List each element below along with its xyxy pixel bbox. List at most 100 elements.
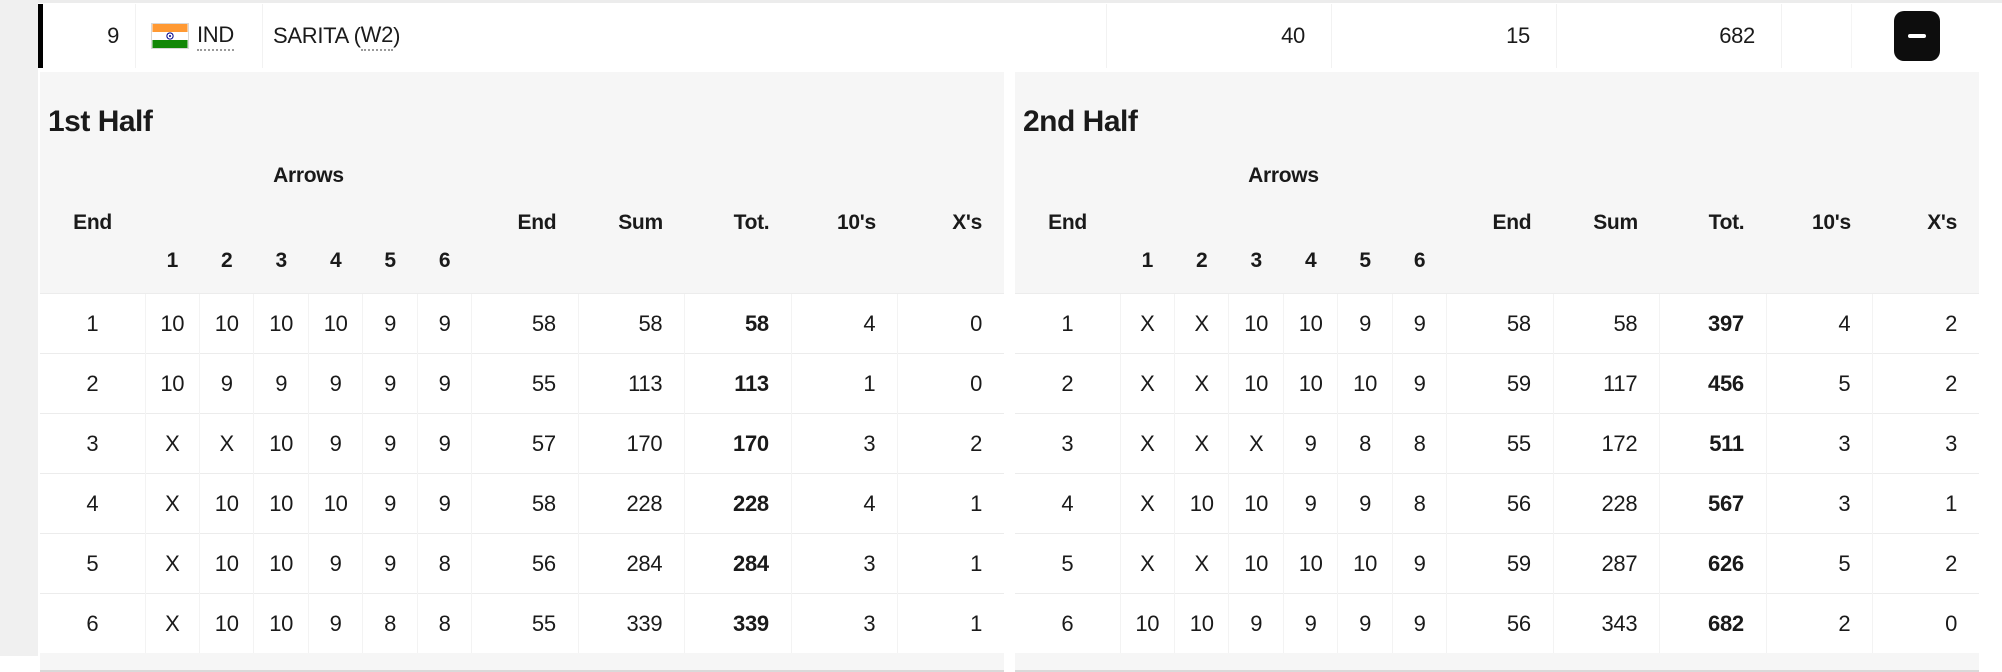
arrow-5: 9 <box>362 293 418 354</box>
tens-count: 3 <box>790 413 898 474</box>
score-row: 3 X X X 9 8 8 55 172 511 3 3 <box>1015 413 1979 474</box>
arrow-3: 10 <box>1228 533 1284 594</box>
sum: 343 <box>1552 593 1660 653</box>
end-number: 3 <box>40 413 146 474</box>
athlete-name-text: SARITA ( <box>273 23 361 48</box>
arrow-2: 9 <box>199 353 254 414</box>
col-header-arrow-1: 1 <box>166 249 179 272</box>
arrow-3: 10 <box>1228 353 1284 414</box>
sum: 170 <box>577 413 685 474</box>
col-header-arrow-3: 3 <box>275 249 288 272</box>
athlete-name-suffix: ) <box>393 23 401 48</box>
arrow-2: 10 <box>1174 593 1229 653</box>
end-score: 55 <box>471 593 579 653</box>
arrow-6: 8 <box>1391 473 1447 534</box>
arrow-3: 9 <box>1228 593 1284 653</box>
tens-count: 4 <box>1765 293 1873 354</box>
arrow-5: 9 <box>362 473 418 534</box>
col-header-arrow-4: 4 <box>1304 249 1317 272</box>
arrow-6: 9 <box>1391 593 1447 653</box>
arrow-3: 10 <box>253 533 309 594</box>
score-detail-panels: 1st Half End Arrows End Sum Tot. 10's X'… <box>40 72 1979 672</box>
arrow-4: 9 <box>1282 593 1338 653</box>
score-row: 5 X 10 10 9 9 8 56 284 284 3 1 <box>40 533 1004 594</box>
arrow-3: 10 <box>253 593 309 653</box>
arrow-6: 9 <box>1391 533 1447 594</box>
end-number: 4 <box>40 473 146 534</box>
x-count: 0 <box>897 293 1004 354</box>
col-header-arrow-1: 1 <box>1141 249 1154 272</box>
col-header-arrows: Arrows <box>1248 164 1319 187</box>
arrow-1: X <box>1119 413 1175 474</box>
col-header-end: End <box>73 210 112 234</box>
col-header-arrow-2: 2 <box>1196 249 1208 272</box>
col-header-total: Tot. <box>1708 210 1745 234</box>
half-2-panel: 2nd Half End Arrows End Sum Tot. 10's X'… <box>1015 72 1979 672</box>
end-score: 58 <box>471 473 579 534</box>
col-header-xs: X's <box>1927 210 1957 234</box>
running-total: 58 <box>684 293 792 354</box>
arrow-4: 10 <box>1282 533 1338 594</box>
col-header-xs: X's <box>952 210 982 234</box>
arrow-5: 9 <box>362 353 418 414</box>
running-total: 682 <box>1659 593 1767 653</box>
col-header-tens: 10's <box>1812 210 1851 234</box>
score-row: 1 10 10 10 10 9 9 58 58 58 4 0 <box>40 293 1004 354</box>
end-score: 56 <box>471 533 579 594</box>
arrow-5: 9 <box>362 533 418 594</box>
x-count: 2 <box>1872 533 1979 594</box>
arrow-1: X <box>1119 293 1175 354</box>
end-number: 6 <box>1015 593 1121 653</box>
athlete-summary-row[interactable]: 9 IND SARITA (W2) 40 15 682 <box>38 4 1981 68</box>
running-total: 113 <box>684 353 792 414</box>
arrow-1: 10 <box>144 353 200 414</box>
running-total: 626 <box>1659 533 1767 594</box>
arrow-1: 10 <box>1119 593 1175 653</box>
half-title: 1st Half <box>48 105 153 138</box>
col-header-arrow-6: 6 <box>1413 249 1426 272</box>
x-count: 2 <box>897 413 1004 474</box>
score-row: 1 X X 10 10 9 9 58 58 397 4 2 <box>1015 293 1979 354</box>
tens-count: 4 <box>790 473 898 534</box>
arrow-1: X <box>144 413 200 474</box>
arrow-1: X <box>144 593 200 653</box>
end-score: 59 <box>1446 533 1554 594</box>
score-total: 682 <box>1556 4 1781 68</box>
arrow-1: X <box>1119 353 1175 414</box>
collapse-row-button[interactable] <box>1893 11 1940 61</box>
col-header-sum: Sum <box>618 210 663 234</box>
col-header-arrow-5: 5 <box>1359 249 1371 272</box>
arrow-5: 9 <box>362 413 418 474</box>
col-header-total: Tot. <box>733 210 770 234</box>
x-count: 2 <box>1872 353 1979 414</box>
x-count: 1 <box>1872 473 1979 534</box>
arrow-2: 10 <box>199 293 254 354</box>
score-row: 3 X X 10 9 9 9 57 170 170 3 2 <box>40 413 1004 474</box>
tens-count: 3 <box>1765 473 1873 534</box>
arrow-3: 10 <box>1228 473 1284 534</box>
arrow-6: 8 <box>1391 413 1447 474</box>
col-header-end-score: End <box>1492 210 1532 234</box>
score-row: 6 X 10 10 9 8 8 55 339 339 3 1 <box>40 593 1004 653</box>
col-header-end: End <box>1048 210 1087 234</box>
arrow-5: 10 <box>1337 353 1393 414</box>
arrow-4: 10 <box>1282 293 1338 354</box>
arrow-6: 9 <box>416 293 472 354</box>
sum: 58 <box>577 293 685 354</box>
col-header-sum: Sum <box>1593 210 1638 234</box>
arrow-4: 10 <box>307 473 363 534</box>
arrow-6: 9 <box>1391 293 1447 354</box>
running-total: 511 <box>1659 413 1767 474</box>
col-header-tens: 10's <box>837 210 876 234</box>
sum: 58 <box>1552 293 1660 354</box>
arrow-6: 9 <box>1391 353 1447 414</box>
arrow-1: X <box>1119 473 1175 534</box>
sum: 287 <box>1552 533 1660 594</box>
score-row: 4 X 10 10 10 9 9 58 228 228 4 1 <box>40 473 1004 534</box>
sum: 284 <box>577 533 685 594</box>
running-total: 170 <box>684 413 792 474</box>
score-table: End Arrows End Sum Tot. 10's X's 1 2 3 4… <box>1015 152 1979 653</box>
arrow-5: 10 <box>1337 533 1393 594</box>
end-score: 56 <box>1446 473 1554 534</box>
x-count: 3 <box>1872 413 1979 474</box>
